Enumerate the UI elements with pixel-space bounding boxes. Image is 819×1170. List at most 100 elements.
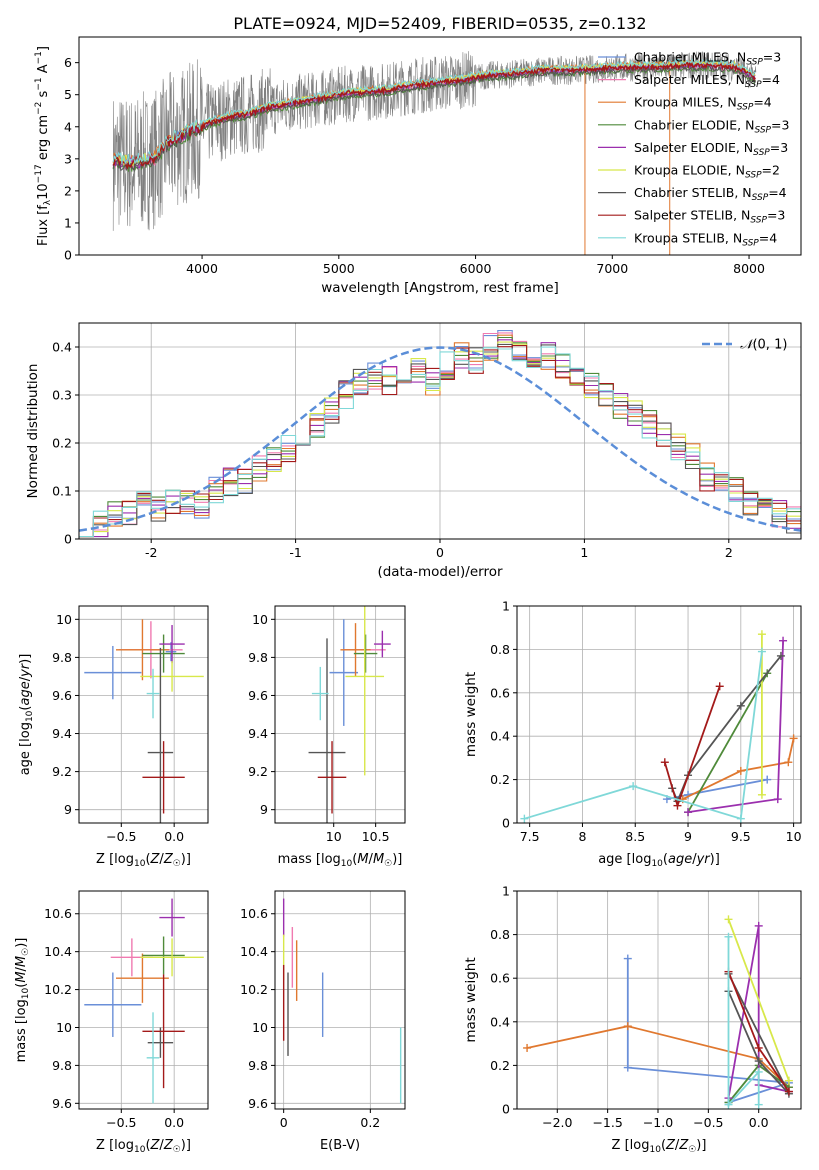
age_vs_Z-plot [84, 619, 204, 823]
y-tick-label: 9.6 [248, 688, 268, 703]
y-tick-label: 9.8 [248, 650, 268, 665]
y-tick-label: 9.8 [52, 650, 72, 665]
weight-kroupa-miles-line [526, 1025, 790, 1088]
spectrum-xlabel: wavelength [Angstrom, rest frame] [321, 280, 559, 296]
weight_vs_age-plot [520, 630, 798, 823]
age_vs_mass-plot [308, 606, 391, 823]
y-tick-label: 2 [64, 183, 72, 198]
legend-label: Kroupa STELIB, NSSP=4 [634, 230, 777, 248]
residuals-xlabel: (data-model)/error [377, 564, 503, 580]
y-tick-label: 0.3 [52, 388, 72, 403]
figure-title: PLATE=0924, MJD=52409, FIBERID=0535, z=0… [233, 14, 646, 33]
x-tick-label: 8000 [733, 261, 765, 276]
weight_vs_age-frame [516, 605, 802, 824]
y-tick-label: 3 [64, 151, 72, 166]
residuals-ylabel: Normed distribution [25, 364, 41, 499]
y-tick-label: 0.8 [490, 642, 510, 657]
x-tick-label: −1.5 [592, 1115, 622, 1130]
y-tick-label: 0.4 [490, 1014, 510, 1029]
legend-label: Salpeter MILES, NSSP=4 [634, 72, 780, 90]
weight_vs_Z-ylabel: mass weight [463, 957, 479, 1042]
y-tick-label: 10.4 [240, 944, 268, 959]
y-tick-label: 1 [502, 599, 510, 614]
y-tick-label: 10.6 [44, 906, 72, 921]
legend-label: Chabrier MILES, NSSP=3 [634, 50, 781, 68]
legend-label: Chabrier STELIB, NSSP=4 [634, 185, 787, 203]
x-tick-label: −0.5 [693, 1115, 723, 1130]
x-tick-label: 0 [280, 1115, 288, 1130]
x-tick-label: 9.5 [731, 829, 751, 844]
mass_vs_Z-ylabel: mass [log10(M/M☉)] [14, 938, 31, 1063]
x-tick-label: 0.0 [164, 1115, 184, 1130]
y-tick-label: 10.6 [240, 906, 268, 921]
normal-curve [79, 346, 801, 532]
histogram-kroupa-stelib [79, 346, 801, 538]
y-tick-label: 0.6 [490, 971, 510, 986]
x-tick-label: 1 [580, 545, 588, 560]
y-tick-label: 9 [260, 802, 268, 817]
mass_vs_Z-axes: −0.5 0.0 9.6 9.8 10 10.2 10.4 10.6 [44, 891, 208, 1130]
x-tick-label: 10.5 [362, 829, 390, 844]
y-tick-label: 10 [56, 612, 72, 627]
y-tick-label: 9.8 [248, 1058, 268, 1073]
legend-label: 𝒩(0, 1) [740, 338, 787, 353]
weight_vs_Z-axes: −2.0 −1.5 −1.0 −0.5 0.0 0 0.2 0.4 0.6 0.8 1 [490, 884, 801, 1130]
weight_vs_age-ylabel: mass weight [463, 672, 479, 757]
x-tick-label: 0.0 [164, 829, 184, 844]
weight-kroupa-stelib-line [524, 651, 763, 820]
y-tick-label: 9.2 [248, 764, 268, 779]
y-tick-label: 9 [64, 802, 72, 817]
residuals-axes: -2 -1 0 1 2 0 0.1 0.2 0.3 0.4 [52, 323, 801, 560]
y-tick-label: 0.2 [490, 1058, 510, 1073]
y-tick-label: 0.2 [52, 436, 72, 451]
spectrum-plot [112, 51, 757, 255]
y-tick-label: 9.2 [52, 764, 72, 779]
age_vs_Z-frame [78, 605, 209, 824]
x-tick-label: −0.5 [106, 1115, 136, 1130]
y-tick-label: 0.1 [52, 484, 72, 499]
y-tick-label: 10 [252, 1020, 268, 1035]
y-tick-label: 0.8 [490, 927, 510, 942]
x-tick-label: -2 [145, 545, 157, 560]
age_vs_Z-axes: −0.5 0.0 9 9.2 9.4 9.6 9.8 10 [52, 606, 208, 844]
age_vs_mass-axes: 10 10.5 9 9.2 9.4 9.6 9.8 10 [248, 606, 405, 844]
mass_vs_ebv-xlabel: E(B-V) [320, 1138, 360, 1153]
x-tick-label: 0.0 [749, 1115, 769, 1130]
x-tick-label: -1 [289, 545, 301, 560]
mass_vs_ebv-frame [274, 890, 406, 1110]
spectrum-legend: Chabrier MILES, NSSP=3 Salpeter MILES, NS… [598, 50, 789, 248]
x-tick-label: 8.5 [625, 829, 645, 844]
y-tick-label: 5 [64, 87, 72, 102]
residuals-frame [78, 322, 802, 540]
spectrum-frame [78, 36, 802, 256]
y-tick-label: 0.4 [52, 340, 72, 355]
model-salpeter-stelib-line [112, 60, 756, 170]
spectrum-ylabel: Flux [fλ10−17 erg cm−2 s−1 A−1] [34, 46, 53, 246]
x-tick-label: −0.5 [106, 829, 136, 844]
weight-kroupa-elodie-line [727, 918, 790, 1082]
legend-label: Chabrier ELODIE, NSSP=3 [634, 117, 789, 135]
y-tick-label: 0 [502, 1102, 510, 1117]
y-tick-label: 6 [64, 55, 72, 70]
y-tick-label: 1 [502, 884, 510, 899]
x-tick-label: 10 [326, 829, 342, 844]
legend-label: Kroupa ELODIE, NSSP=2 [634, 163, 780, 181]
x-tick-label: 9 [684, 829, 692, 844]
x-tick-label: 0.2 [360, 1115, 380, 1130]
y-tick-label: 10.4 [44, 944, 72, 959]
mass_vs_Z-plot [84, 898, 204, 1104]
x-tick-label: 0 [436, 545, 444, 560]
x-tick-label: −1.0 [643, 1115, 673, 1130]
legend-label: Salpeter STELIB, NSSP=3 [634, 208, 785, 226]
y-tick-label: 9.6 [52, 1096, 72, 1111]
legend-label: Kroupa MILES, NSSP=4 [634, 95, 772, 113]
x-tick-label: 6000 [460, 261, 492, 276]
y-tick-label: 10 [56, 1020, 72, 1035]
x-tick-label: 4000 [186, 261, 218, 276]
x-tick-label: 8 [578, 829, 586, 844]
y-tick-label: 0 [64, 532, 72, 547]
y-tick-label: 0.2 [490, 772, 510, 787]
model-kroupa-stelib-line [112, 58, 756, 166]
y-tick-label: 0.4 [490, 729, 510, 744]
